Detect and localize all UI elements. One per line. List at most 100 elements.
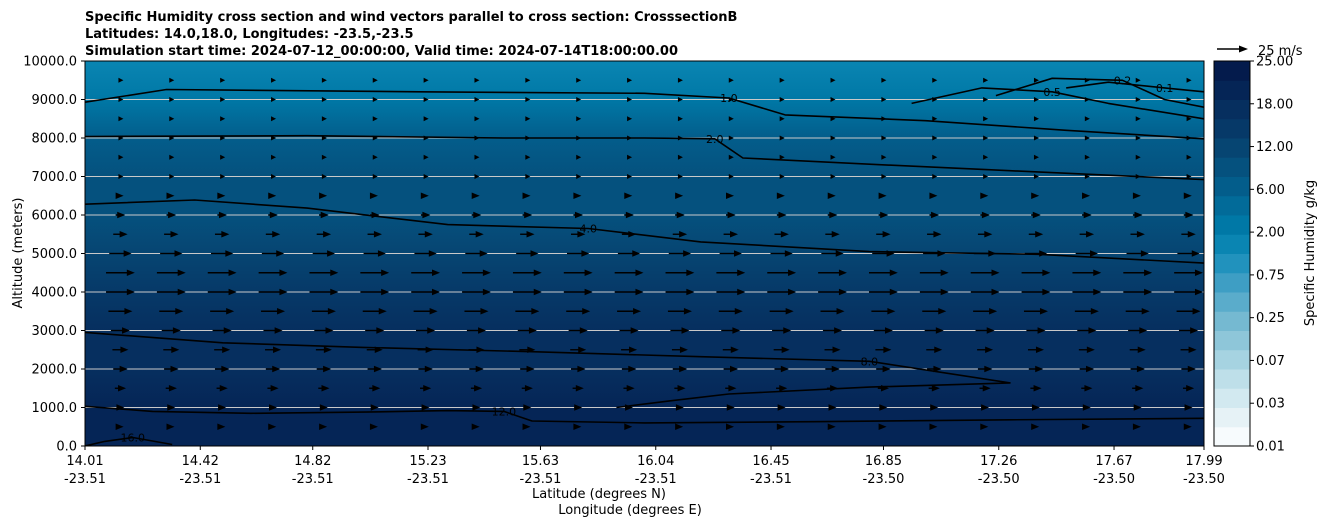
wind-vector bbox=[881, 77, 887, 83]
wind-vector bbox=[1033, 77, 1039, 83]
wind-vector-head bbox=[528, 327, 537, 334]
wind-vector-head bbox=[880, 211, 889, 219]
wind-vector-head bbox=[170, 231, 179, 238]
y-tick-label: 4000.0 bbox=[32, 286, 78, 301]
y-tick-label: 1000.0 bbox=[32, 401, 78, 416]
wind-vector-head bbox=[940, 288, 949, 296]
wind-vector-head bbox=[625, 211, 634, 219]
wind-vector-head bbox=[727, 211, 736, 219]
wind-vector bbox=[321, 135, 327, 141]
wind-vector bbox=[525, 154, 531, 160]
wind-vector-head bbox=[1031, 423, 1040, 430]
wind-vector-head bbox=[531, 308, 540, 315]
wind-vector bbox=[576, 174, 582, 179]
contour-label: 1.0 bbox=[720, 92, 738, 105]
wind-vector bbox=[1033, 154, 1039, 160]
wind-vector-head bbox=[1188, 346, 1197, 353]
wind-vector-head bbox=[1090, 250, 1099, 257]
wind-vector-head bbox=[578, 346, 587, 353]
y-axis: 0.0 1000.0 2000.0 3000.0 4000.0 5000.0 6000.0 7… bbox=[23, 55, 85, 455]
wind-vector-head bbox=[1132, 423, 1141, 430]
wind-vector-head bbox=[1136, 365, 1145, 373]
wind-vector-head bbox=[575, 211, 584, 219]
wind-vector-head bbox=[827, 192, 836, 199]
wind-vector-head bbox=[675, 192, 684, 199]
wind-vector bbox=[1084, 135, 1090, 141]
wind-vector bbox=[474, 77, 480, 83]
wind-vector bbox=[220, 97, 226, 102]
wind-vector bbox=[728, 116, 734, 122]
wind-vector-head bbox=[218, 211, 227, 219]
wind-vector-head bbox=[577, 365, 586, 373]
contour-label: 8.0 bbox=[861, 355, 879, 368]
y-tick-label: 2000.0 bbox=[32, 363, 78, 378]
wind-vector-head bbox=[424, 231, 433, 238]
wind-vector-head bbox=[117, 211, 126, 219]
quiver-key-arrowhead bbox=[1239, 45, 1248, 53]
wind-vector bbox=[423, 174, 429, 179]
wind-vector-head bbox=[986, 327, 995, 334]
wind-vector-head bbox=[980, 423, 989, 430]
wind-vector-head bbox=[268, 192, 277, 199]
colorbar-frame bbox=[1213, 60, 1251, 447]
wind-vector bbox=[1186, 97, 1192, 102]
wind-vector-head bbox=[1084, 385, 1093, 392]
wind-vector-head bbox=[836, 308, 845, 315]
contour-label: 16.0 bbox=[121, 432, 146, 445]
colorbar-band bbox=[1214, 215, 1250, 235]
wind-vector-head bbox=[933, 231, 942, 238]
plot-area: 16.0 12.0 8.0 4.0 2.0 1.0 0.5 0.2 0.1 bbox=[85, 61, 1204, 446]
wind-vector-head bbox=[1140, 250, 1149, 257]
x-tick-label-lat: 16.85 bbox=[865, 454, 902, 469]
wind-vector-head bbox=[369, 423, 378, 430]
wind-vector-head bbox=[1135, 385, 1144, 392]
wind-vector bbox=[932, 135, 938, 141]
wind-vector-head bbox=[1139, 327, 1148, 334]
x-tick-label-lon: -23.51 bbox=[750, 472, 792, 487]
wind-vector-head bbox=[1035, 346, 1044, 353]
wind-vector-head bbox=[115, 423, 124, 430]
wind-vector-head bbox=[737, 288, 746, 296]
wind-vector bbox=[1033, 97, 1039, 102]
wind-vector-head bbox=[1194, 288, 1203, 296]
contour-line bbox=[85, 134, 1204, 181]
wind-vector-head bbox=[1031, 404, 1040, 411]
wind-vector-head bbox=[222, 346, 231, 353]
wind-vector-head bbox=[584, 269, 593, 276]
wind-vector bbox=[474, 154, 480, 160]
wind-vector bbox=[932, 77, 938, 83]
wind-vector-head bbox=[421, 404, 430, 411]
wind-vector-head bbox=[1032, 211, 1041, 219]
wind-vector-head bbox=[784, 250, 793, 257]
colorbar-tick-label: 0.03 bbox=[1256, 397, 1285, 412]
wind-vector-head bbox=[991, 269, 1000, 276]
wind-vector-head bbox=[533, 288, 542, 296]
wind-vector bbox=[169, 77, 175, 83]
wind-vector-head bbox=[428, 250, 437, 257]
wind-vector bbox=[220, 174, 226, 179]
wind-vector-head bbox=[373, 231, 382, 238]
wind-vector-head bbox=[1093, 269, 1102, 276]
wind-vector bbox=[779, 135, 785, 141]
wind-vector-head bbox=[526, 231, 535, 238]
wind-vector-head bbox=[323, 365, 332, 373]
wind-vector bbox=[474, 174, 480, 179]
wind-vector-head bbox=[1132, 192, 1141, 199]
wind-vector bbox=[830, 154, 836, 160]
wind-vector bbox=[525, 116, 531, 122]
wind-vector-head bbox=[475, 365, 484, 373]
contour-lines: 16.0 12.0 8.0 4.0 2.0 1.0 0.5 0.2 0.1 bbox=[85, 74, 1204, 446]
wind-vector-head bbox=[119, 231, 128, 238]
wind-vector-head bbox=[228, 288, 237, 296]
wind-vector-head bbox=[675, 404, 684, 411]
wind-vector bbox=[932, 116, 938, 122]
wind-vector-head bbox=[1137, 346, 1146, 353]
x-tick-label-lat: 15.63 bbox=[522, 454, 559, 469]
wind-vector bbox=[932, 154, 938, 160]
wind-vector-head bbox=[115, 192, 124, 199]
wind-vector-head bbox=[1093, 288, 1102, 296]
wind-vector-head bbox=[522, 423, 531, 430]
colorbar-tick-label: 12.00 bbox=[1256, 140, 1293, 155]
wind-vector bbox=[525, 77, 531, 83]
